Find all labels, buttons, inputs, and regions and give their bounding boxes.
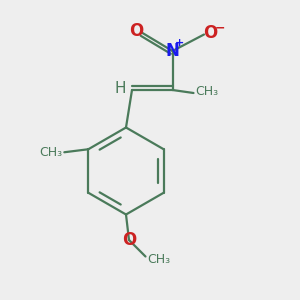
Text: O: O	[203, 24, 218, 42]
Text: +: +	[175, 38, 184, 49]
Text: −: −	[214, 22, 225, 35]
Text: CH₃: CH₃	[195, 85, 218, 98]
Text: O: O	[122, 231, 136, 249]
Text: CH₃: CH₃	[39, 146, 62, 159]
Text: CH₃: CH₃	[147, 253, 170, 266]
Text: H: H	[114, 81, 126, 96]
Text: N: N	[166, 42, 179, 60]
Text: O: O	[129, 22, 143, 40]
